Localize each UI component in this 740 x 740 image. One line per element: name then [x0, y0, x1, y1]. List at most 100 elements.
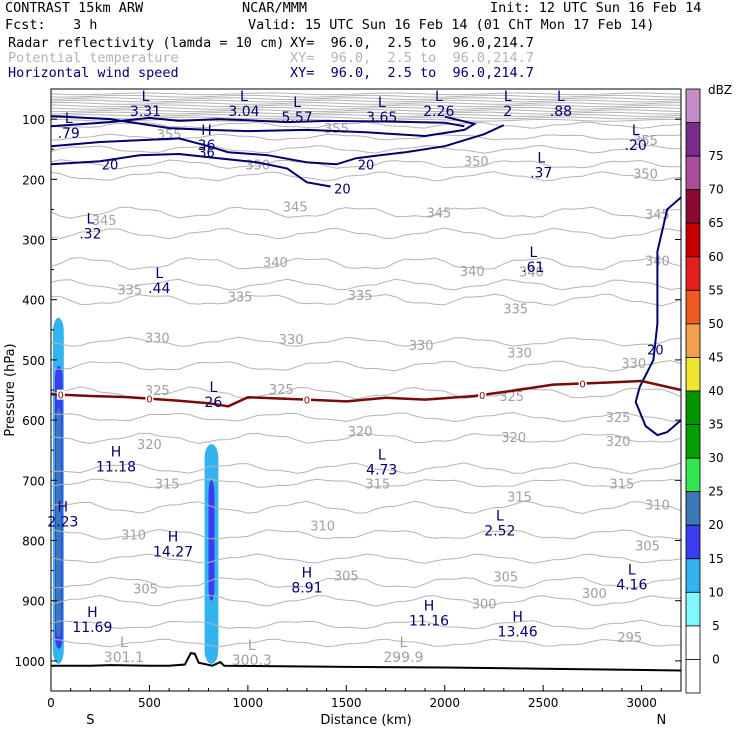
- extremum-marker-4: L: [435, 89, 443, 105]
- theta-label-11: 340: [460, 265, 485, 280]
- surface-pressure-line: [51, 652, 682, 672]
- theta-label-22: 330: [621, 357, 646, 372]
- extremum-marker-19: H: [168, 530, 179, 546]
- wind-label-0: 20: [102, 158, 119, 173]
- freezing-label-0: 0: [58, 391, 64, 402]
- extremum-marker-27: L: [400, 635, 408, 651]
- y-tick-label-7: 800: [22, 535, 45, 549]
- theta-upper-contour-6: [50, 106, 682, 110]
- extremum-marker-20: H: [302, 566, 313, 582]
- extremum-marker-21: L: [628, 563, 636, 579]
- south-end-label: S: [86, 713, 94, 728]
- wind-contours: 20 36 20 20 20: [50, 115, 682, 437]
- colorbar-level-15: 75: [708, 149, 723, 163]
- extremum-value-2: 5.57: [282, 110, 313, 126]
- theta-label-33: 315: [507, 491, 532, 506]
- y-tick-label-1: 200: [22, 173, 45, 187]
- extremum-marker-22: H: [87, 605, 98, 621]
- theta-label-40: 305: [635, 539, 660, 554]
- colorbar: dBZ 0 5 10 15 20 25 30 35 40 45 50 55 60 65 70 75: [685, 83, 732, 694]
- freezing-label-3: 0: [479, 391, 485, 402]
- extremum-marker-0: L: [142, 89, 150, 105]
- wind-label-4: 20: [647, 344, 664, 359]
- colorbar-cell-1: [685, 122, 701, 157]
- forecast-label: Fcst:: [5, 17, 46, 33]
- extremum-value-20: 8.91: [291, 581, 322, 597]
- theta-label-36: 310: [310, 519, 335, 534]
- extremum-value-8: 36: [198, 138, 216, 154]
- field-2-name: Potential temperature: [8, 50, 179, 66]
- field-3-xy: XY= 96.0, 2.5 to 96.0,214.7: [290, 65, 534, 81]
- freezing-label-bg-0: [56, 389, 65, 400]
- extremum-marker-3: L: [378, 95, 386, 111]
- extremum-value-26: 300.3: [232, 653, 272, 669]
- theta-upper-contour-0: [50, 92, 682, 96]
- theta-label-30: 320: [606, 435, 631, 450]
- extremum-marker-15: H: [111, 445, 122, 461]
- extremum-marker-13: L: [155, 266, 163, 282]
- theta-contour-13: [50, 411, 681, 423]
- colorbar-cell-2: [685, 155, 701, 191]
- wind-label-1: 36: [198, 146, 215, 161]
- colorbar-cell-13: [685, 524, 701, 560]
- field-2-xy: XY= 96.0, 2.5 to 96.0,214.7: [290, 50, 534, 66]
- theta-upper-contour-9: [50, 114, 682, 117]
- theta-label-21: 330: [507, 347, 532, 362]
- colorbar-cell-7: [685, 323, 701, 358]
- freezing-level-layer: 0 0 0 0 0: [50, 378, 682, 408]
- theta-label-35: 310: [121, 528, 146, 543]
- theta-label-28: 320: [348, 425, 373, 440]
- wind-label-2: 20: [358, 158, 375, 173]
- freezing-label-bg-1: [145, 393, 154, 404]
- colorbar-level-7: 35: [708, 418, 723, 432]
- theta-label-26: 325: [606, 411, 631, 426]
- theta-contour-9: [50, 293, 682, 307]
- theta-label-38: 305: [334, 569, 359, 584]
- extremum-value-22: 11.69: [72, 620, 112, 636]
- theta-label-32: 315: [365, 477, 390, 492]
- theta-contour-16: [50, 478, 682, 489]
- extremum-marker-10: L: [537, 150, 545, 166]
- theta-contour-23: [50, 638, 682, 648]
- extremum-value-27: 299.9: [383, 650, 423, 666]
- theta-label-31: 315: [155, 477, 180, 492]
- theta-contour-7: [50, 256, 682, 271]
- wind-label-3: 20: [334, 182, 351, 197]
- extremum-value-17: 2.23: [47, 514, 78, 530]
- theta-contour-5: [50, 206, 681, 219]
- colorbar-level-6: 30: [708, 451, 723, 465]
- theta-contour-15: [50, 462, 682, 475]
- theta-label-18: 330: [145, 332, 170, 347]
- north-end-label: N: [656, 713, 666, 728]
- colorbar-level-4: 20: [708, 518, 723, 532]
- init-time: Init: 12 UTC Sun 16 Feb 14: [490, 0, 702, 16]
- colorbar-level-14: 70: [708, 183, 723, 197]
- extremum-value-3: 3.65: [366, 110, 397, 126]
- colorbar-level-12: 60: [708, 250, 723, 264]
- x-axis-label: Distance (km): [320, 713, 411, 728]
- theta-label-24: 325: [269, 383, 294, 398]
- colorbar-level-5: 25: [708, 485, 723, 499]
- extremum-value-10: .37: [530, 165, 552, 181]
- theta-label-9: 345: [645, 208, 670, 223]
- freezing-label-bg-4: [578, 378, 587, 389]
- extremum-marker-2: L: [293, 95, 301, 111]
- colorbar-level-9: 45: [708, 350, 723, 364]
- reflectivity-layer: [52, 317, 219, 664]
- theta-contour-10: [50, 336, 682, 347]
- y-tick-label-0: 100: [22, 113, 45, 127]
- theta-label-42: 300: [472, 598, 497, 613]
- colorbar-cell-11: [685, 457, 701, 493]
- colorbar-level-3: 15: [708, 552, 723, 566]
- extremum-value-5: 2: [503, 104, 512, 120]
- theta-contour-3: [50, 159, 681, 170]
- extremum-value-19: 14.27: [153, 545, 193, 561]
- colorbar-cell-15: [685, 591, 701, 627]
- theta-upper-contour-1: [50, 94, 682, 98]
- colorbar-level-11: 55: [708, 283, 723, 297]
- theta-upper-contour-8: [50, 111, 682, 115]
- reflectivity-area-4: [208, 480, 215, 601]
- y-axis-label: Pressure (hPa): [3, 343, 18, 436]
